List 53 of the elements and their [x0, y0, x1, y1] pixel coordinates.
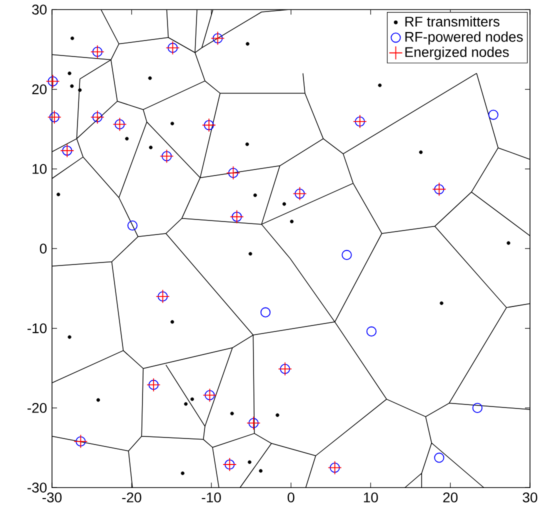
point	[245, 142, 249, 146]
point	[230, 412, 234, 416]
point	[70, 36, 74, 40]
x-tick-label: 30	[522, 492, 538, 503]
y-tick-label: -10	[28, 324, 47, 334]
point	[260, 307, 271, 318]
point	[253, 194, 257, 198]
point	[342, 250, 352, 260]
point	[440, 302, 444, 306]
legend-label: Energized nodes	[405, 46, 509, 60]
point	[190, 398, 194, 402]
point	[184, 402, 188, 406]
point	[180, 472, 184, 476]
point	[248, 252, 252, 256]
x-tick-label: -10	[202, 492, 221, 503]
point	[68, 335, 72, 340]
y-tick-label: 30	[32, 4, 47, 15]
point	[282, 202, 286, 206]
point	[78, 88, 82, 92]
legend-label: RF transmitters	[405, 16, 500, 27]
point	[276, 414, 280, 418]
x-tick-label: -30	[42, 492, 62, 503]
point	[148, 146, 153, 150]
legend-label: RF-powered nodes	[405, 32, 523, 45]
point	[506, 241, 510, 246]
y-tick-label: -20	[28, 403, 47, 414]
point	[170, 122, 174, 126]
point	[378, 84, 382, 88]
y-tick-label: -30	[28, 482, 47, 493]
point	[248, 460, 252, 464]
point	[70, 84, 74, 88]
point	[148, 76, 152, 80]
y-tick-label: 10	[32, 164, 47, 174]
point	[170, 320, 174, 324]
x-tick-label: 20	[443, 492, 458, 503]
point	[127, 220, 138, 231]
point	[419, 150, 423, 154]
y-tick-label: 0	[40, 244, 47, 254]
y-tick-label: 20	[32, 84, 47, 94]
point	[366, 326, 377, 337]
point	[472, 403, 482, 414]
point	[96, 398, 100, 402]
point	[56, 192, 60, 196]
point	[258, 469, 263, 473]
point	[488, 110, 498, 120]
x-tick-label: -20	[122, 492, 142, 503]
point	[434, 452, 444, 463]
point	[68, 72, 72, 76]
point	[290, 220, 294, 224]
x-tick-label: 10	[364, 492, 378, 503]
point	[125, 137, 129, 141]
x-tick-label: 0	[288, 492, 294, 503]
point	[246, 42, 250, 46]
